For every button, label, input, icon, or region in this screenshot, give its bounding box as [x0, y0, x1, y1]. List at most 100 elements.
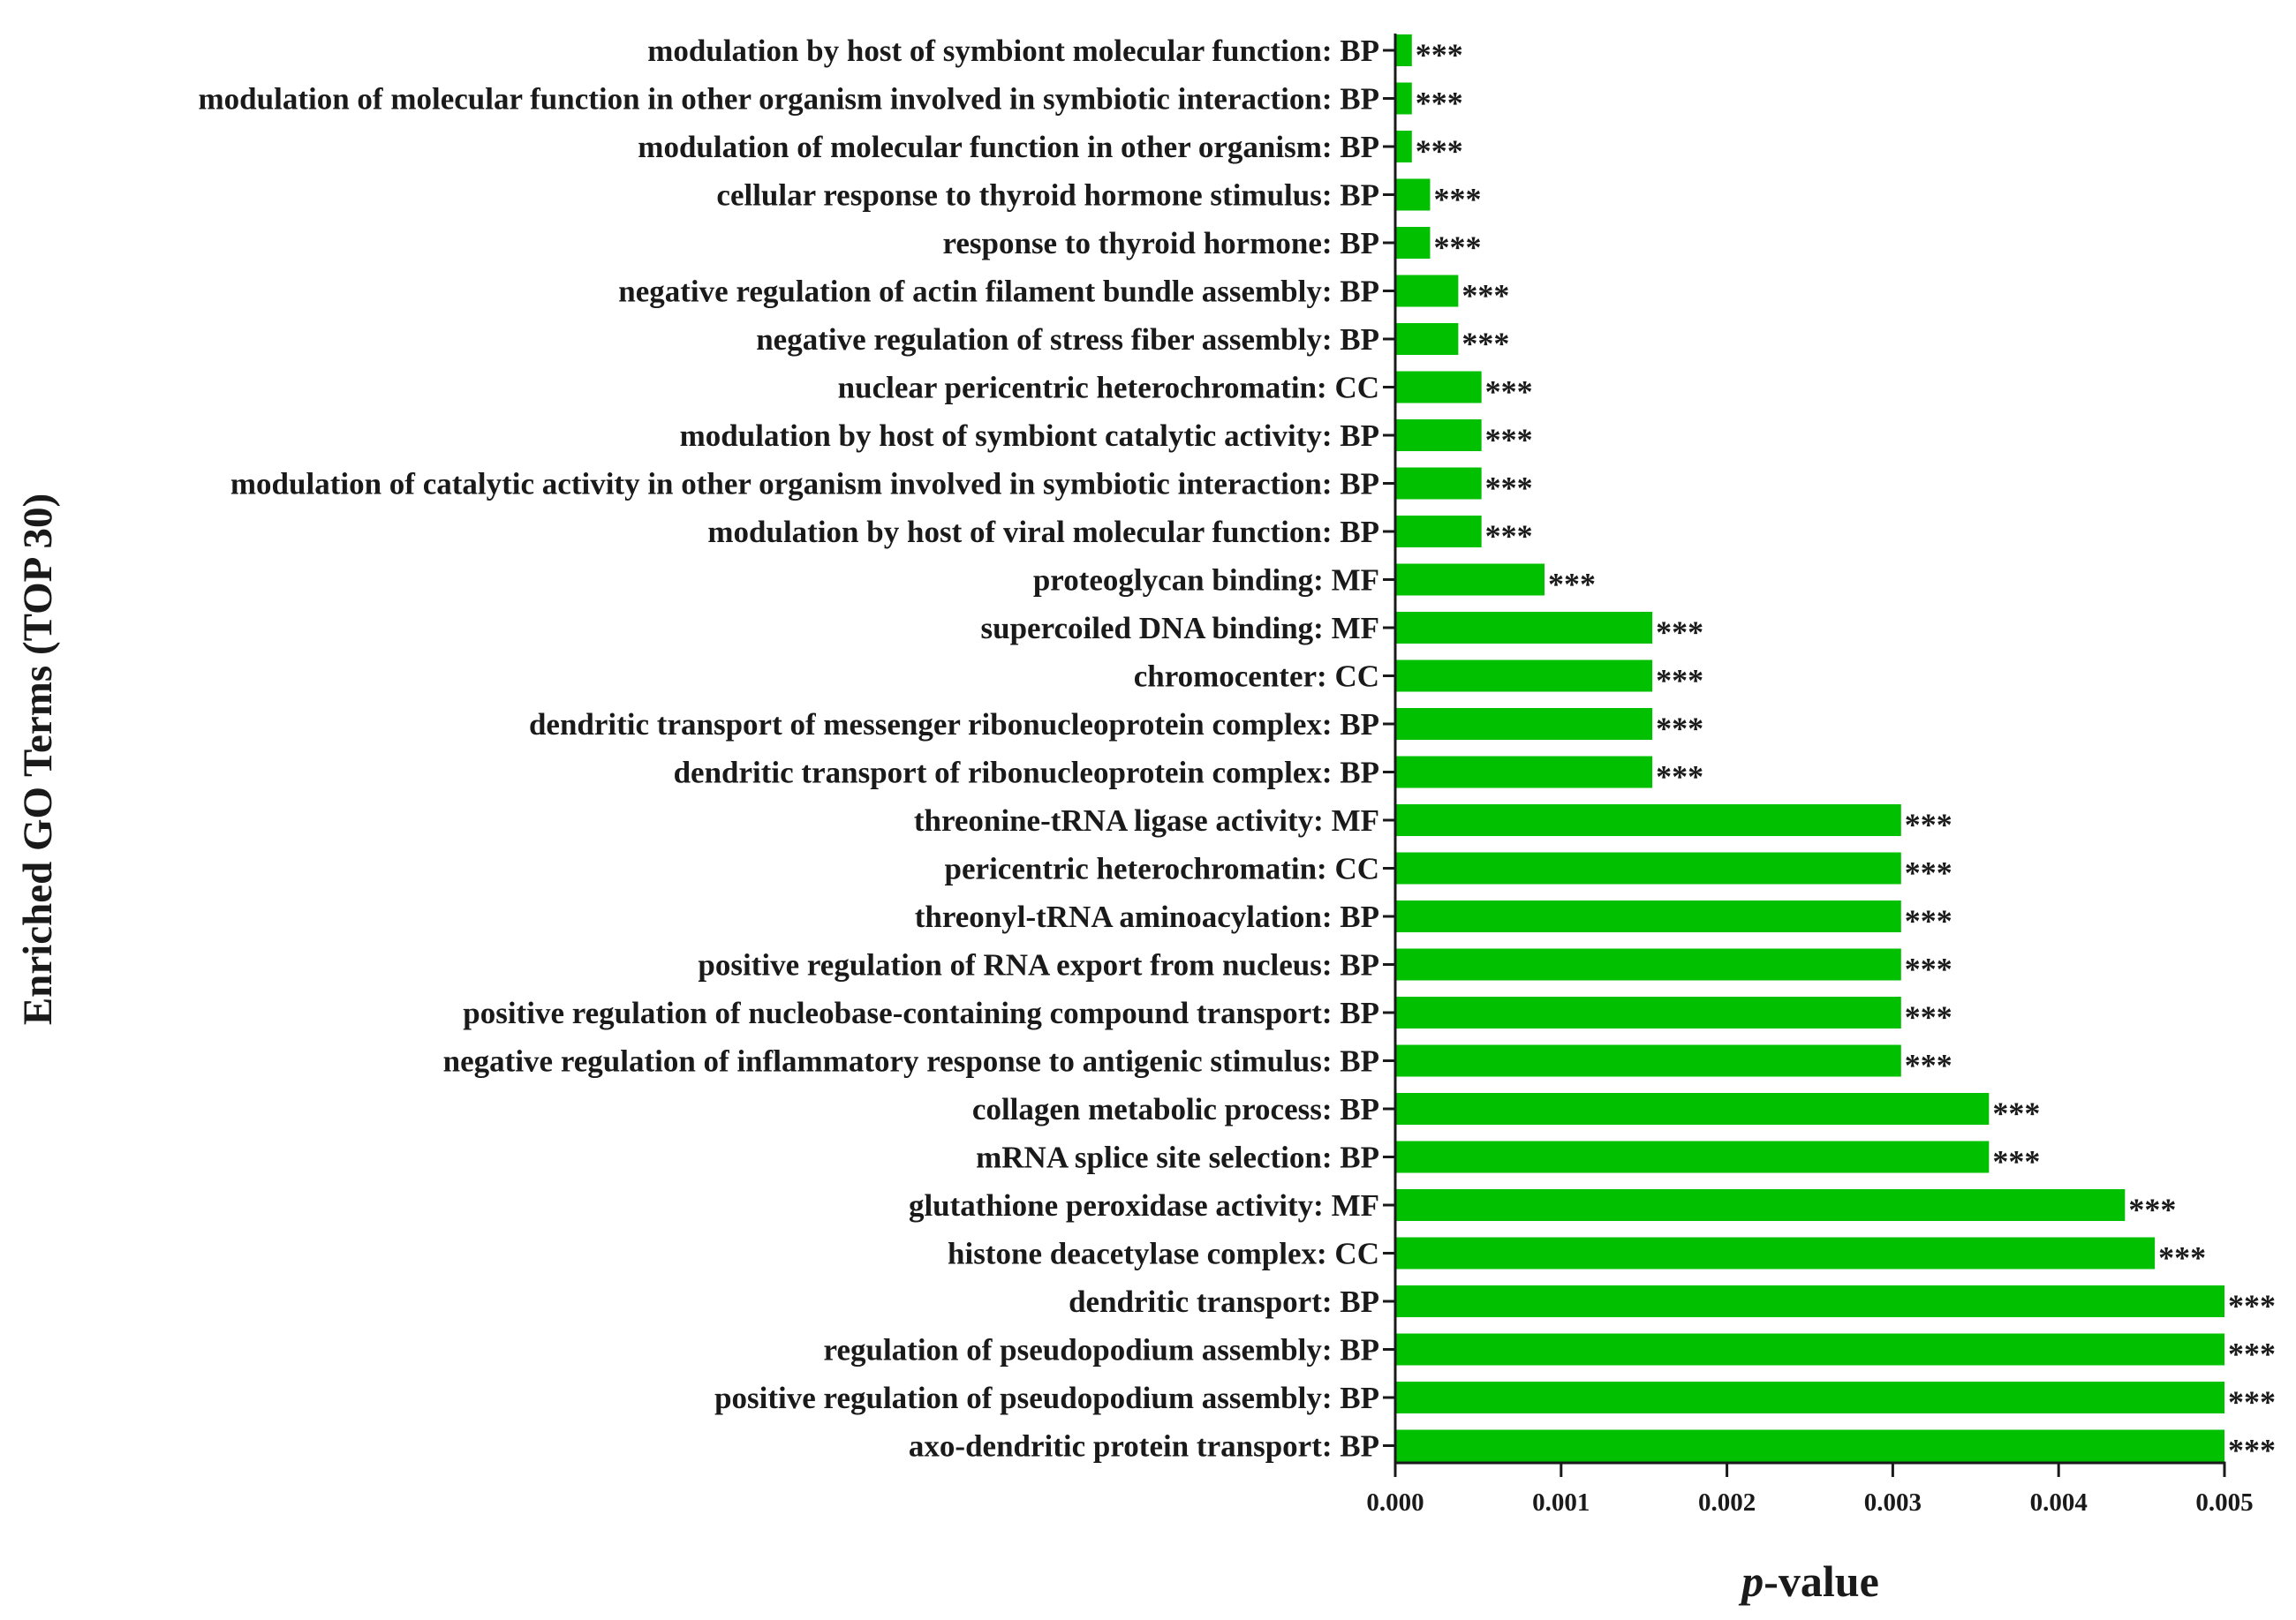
bar	[1395, 659, 1653, 692]
significance-label: ***	[1548, 567, 1596, 602]
bar	[1395, 852, 1901, 885]
significance-label: ***	[1433, 182, 1481, 217]
significance-label: ***	[2128, 1192, 2176, 1227]
category-label: dendritic transport of messenger ribonuc…	[529, 707, 1379, 742]
bar	[1395, 34, 1412, 66]
x-axis-title-rest: -value	[1764, 1556, 1879, 1606]
bar	[1395, 467, 1482, 500]
bar	[1395, 1093, 1990, 1125]
category-label: mRNA splice site selection: BP	[976, 1141, 1379, 1175]
bar	[1395, 419, 1482, 451]
significance-label: ***	[1992, 1096, 2040, 1131]
bar	[1395, 1044, 1901, 1077]
significance-label: ***	[2228, 1384, 2276, 1420]
category-label: threonine-tRNA ligase activity: MF	[914, 803, 1379, 838]
category-label: modulation of molecular function in othe…	[199, 82, 1379, 117]
x-tick-label: 0.000	[1366, 1488, 1424, 1517]
significance-label: ***	[1656, 614, 1703, 650]
x-axis-title: p-value	[1738, 1556, 1879, 1606]
category-label: modulation by host of symbiont molecular…	[647, 34, 1379, 68]
category-label: threonyl-tRNA aminoacylation: BP	[915, 900, 1379, 934]
significance-label: ***	[1416, 133, 1463, 169]
category-label: glutathione peroxidase activity: MF	[909, 1188, 1379, 1223]
significance-label: ***	[2158, 1240, 2206, 1276]
bar	[1395, 756, 1653, 788]
bar	[1395, 900, 1901, 932]
x-tick-label: 0.001	[1532, 1488, 1590, 1517]
category-label: negative regulation of inflammatory resp…	[443, 1044, 1379, 1079]
significance-label: ***	[1485, 471, 1533, 506]
significance-label: ***	[1905, 1048, 1952, 1083]
x-tick-label: 0.002	[1698, 1488, 1756, 1517]
significance-label: ***	[1905, 952, 1952, 987]
category-label: modulation of molecular function in othe…	[638, 130, 1379, 164]
bar	[1395, 563, 1545, 596]
category-label: nuclear pericentric heterochromatin: CC	[838, 371, 1379, 405]
bar	[1395, 1237, 2156, 1270]
category-label: chromocenter: CC	[1134, 659, 1379, 694]
significance-label: ***	[1656, 759, 1703, 795]
bar	[1395, 708, 1653, 740]
bar	[1395, 804, 1901, 836]
bar	[1395, 1141, 1990, 1173]
category-label: dendritic transport: BP	[1069, 1285, 1379, 1319]
significance-label: ***	[1485, 518, 1533, 554]
category-label: negative regulation of stress fiber asse…	[756, 322, 1379, 357]
category-label: modulation of catalytic activity in othe…	[230, 467, 1379, 501]
significance-label: ***	[1461, 278, 1509, 313]
category-label: collagen metabolic process: BP	[972, 1092, 1379, 1126]
category-label: negative regulation of actin filament bu…	[618, 275, 1379, 309]
bar	[1395, 131, 1412, 162]
bar	[1395, 82, 1412, 115]
category-label: dendritic transport of ribonucleoprotein…	[674, 756, 1379, 790]
significance-label: ***	[1992, 1144, 2040, 1179]
significance-label: ***	[1461, 326, 1509, 361]
x-tick-label: 0.004	[2030, 1488, 2088, 1517]
x-axis-title-italic: p	[1738, 1556, 1764, 1606]
bar	[1395, 1382, 2224, 1413]
significance-label: ***	[1485, 374, 1533, 410]
bar	[1395, 997, 1901, 1029]
significance-label: ***	[1433, 230, 1481, 265]
significance-label: ***	[1905, 903, 1952, 938]
significance-label: ***	[2228, 1288, 2276, 1323]
bar	[1395, 1285, 2224, 1317]
x-tick-label: 0.003	[1864, 1488, 1922, 1517]
category-label: axo-dendritic protein transport: BP	[909, 1429, 1379, 1464]
bar	[1395, 1333, 2224, 1366]
bar	[1395, 1429, 2224, 1462]
significance-label: ***	[1485, 422, 1533, 457]
category-label: pericentric heterochromatin: CC	[945, 852, 1379, 886]
category-label: cellular response to thyroid hormone sti…	[716, 178, 1379, 213]
bar	[1395, 275, 1459, 307]
bar	[1395, 612, 1653, 644]
bar	[1395, 371, 1482, 403]
category-label: modulation by host of symbiont catalytic…	[680, 418, 1379, 453]
bar	[1395, 948, 1901, 981]
significance-label: ***	[1416, 86, 1463, 121]
significance-label: ***	[1905, 807, 1952, 842]
bars-layer	[1395, 34, 2224, 1462]
significance-labels-layer: *** *** *** *** *** *** *** *** *** *** *** *** *** *…	[1416, 37, 2276, 1468]
axes-layer: 0.000 0.001 0.002 0.003 0.004 0.005	[1366, 34, 2254, 1517]
significance-label: ***	[1905, 855, 1952, 891]
bar	[1395, 178, 1431, 211]
category-label: regulation of pseudopodium assembly: BP	[824, 1333, 1379, 1368]
category-label: positive regulation of pseudopodium asse…	[714, 1381, 1379, 1415]
bar	[1395, 323, 1459, 355]
category-label: proteoglycan binding: MF	[1033, 563, 1379, 598]
significance-label: ***	[2228, 1337, 2276, 1372]
bar	[1395, 1189, 2126, 1221]
category-label: histone deacetylase complex: CC	[948, 1237, 1379, 1271]
category-label: positive regulation of nucleobase-contai…	[463, 996, 1379, 1030]
x-tick-label: 0.005	[2195, 1488, 2253, 1517]
category-label: supercoiled DNA binding: MF	[981, 611, 1380, 645]
bar	[1395, 227, 1431, 259]
category-label: modulation by host of viral molecular fu…	[707, 515, 1379, 549]
significance-label: ***	[1656, 663, 1703, 698]
bar	[1395, 516, 1482, 547]
significance-label: ***	[1905, 999, 1952, 1035]
significance-label: ***	[1416, 37, 1463, 72]
category-labels-layer: modulation by host of symbiont molecular…	[199, 34, 1379, 1464]
